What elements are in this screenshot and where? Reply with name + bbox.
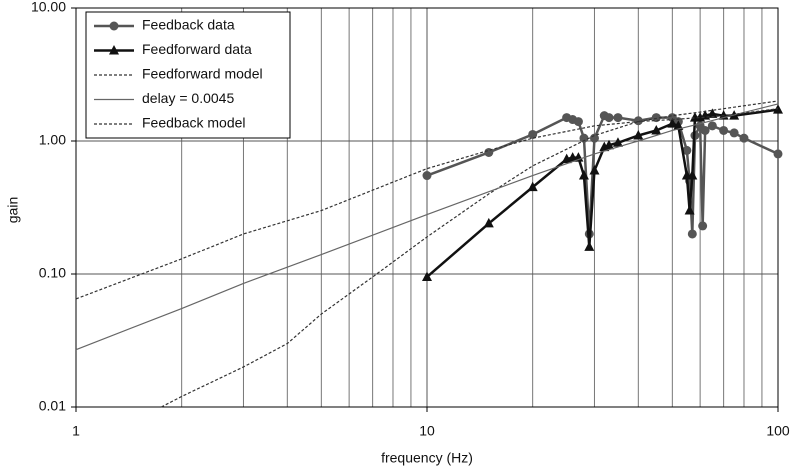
marker xyxy=(729,128,739,138)
marker xyxy=(612,137,623,147)
marker xyxy=(109,45,119,55)
legend-label: Feedback model xyxy=(142,115,246,131)
marker xyxy=(773,149,783,159)
y-tick-label: 1.00 xyxy=(39,132,66,148)
legend-label: Feedback data xyxy=(142,17,235,33)
marker xyxy=(604,113,614,123)
y-tick-label: 0.10 xyxy=(39,265,66,281)
y-tick-label: 0.01 xyxy=(39,398,66,414)
series-line xyxy=(426,108,779,278)
marker xyxy=(422,171,432,181)
x-tick-label: 10 xyxy=(419,423,435,439)
marker xyxy=(584,241,595,251)
marker xyxy=(613,113,623,123)
marker xyxy=(687,170,698,180)
x-tick-label: 1 xyxy=(72,423,80,439)
marker xyxy=(698,221,708,231)
marker xyxy=(673,120,684,130)
marker xyxy=(527,181,538,192)
x-tick-label: 100 xyxy=(766,423,790,439)
legend-label: Feedforward model xyxy=(142,66,263,82)
marker xyxy=(422,271,432,281)
marker xyxy=(707,108,718,118)
series-line xyxy=(161,100,779,408)
marker xyxy=(578,170,589,180)
marker xyxy=(687,229,697,239)
legend: Feedback data Feedforward data Feedforward… xyxy=(85,11,291,139)
marker xyxy=(573,117,583,127)
marker xyxy=(700,125,710,135)
legend-label: delay = 0.0045 xyxy=(142,90,234,106)
marker xyxy=(651,124,662,135)
series-line xyxy=(75,103,779,351)
marker xyxy=(589,165,600,175)
marker xyxy=(633,129,644,140)
marker xyxy=(739,133,749,143)
marker xyxy=(633,116,643,126)
marker xyxy=(528,129,538,139)
marker xyxy=(603,139,614,150)
marker xyxy=(667,118,678,128)
y-tick-label: 10.00 xyxy=(31,0,66,15)
legend-label: Feedforward data xyxy=(142,41,252,57)
marker xyxy=(682,145,692,155)
plot-frame xyxy=(75,7,779,408)
marker xyxy=(719,125,729,135)
x-axis-label: frequency (Hz) xyxy=(381,450,473,466)
marker xyxy=(589,133,599,143)
marker xyxy=(483,217,494,228)
y-axis-label: gain xyxy=(5,197,21,223)
marker xyxy=(707,121,717,131)
marker xyxy=(109,21,119,31)
marker xyxy=(684,205,695,215)
marker xyxy=(579,133,589,143)
